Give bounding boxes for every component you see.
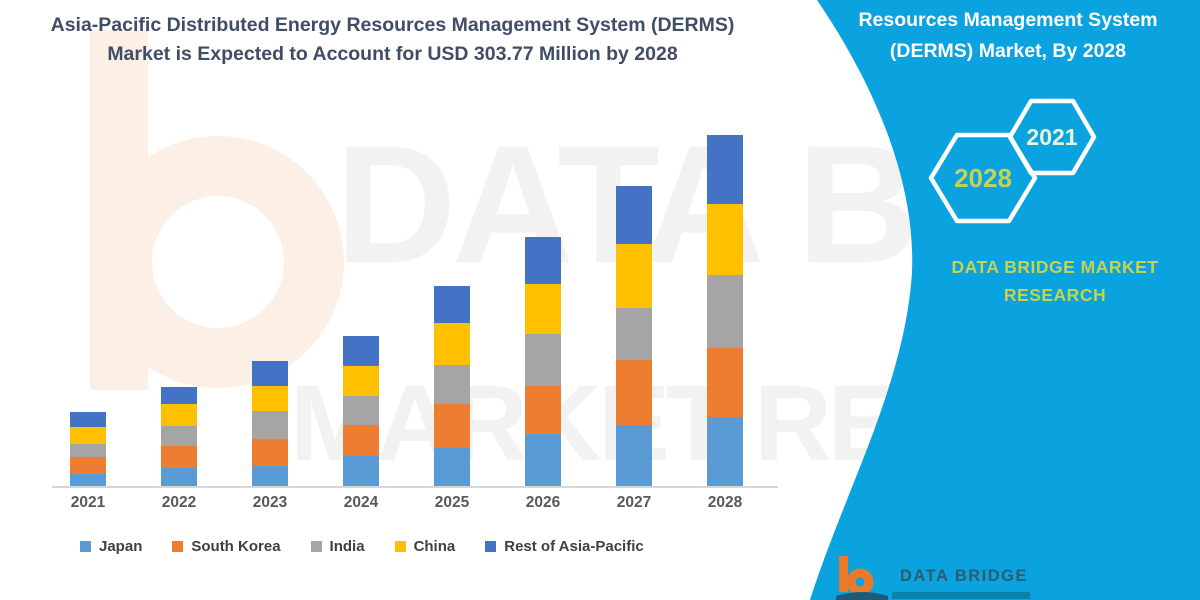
- bar-segment-india-2027: [616, 307, 652, 361]
- bar-segment-japan-2023: [252, 466, 288, 486]
- x-axis-label-2023: 2023: [252, 494, 288, 511]
- bar-segment-rest-of-asia-pacific-2025: [434, 286, 470, 323]
- bar-segment-japan-2028: [707, 417, 743, 486]
- stacked-bar-plot: 2021 2022 2023 2024 2025 2026 2027 2028: [52, 135, 778, 511]
- x-axis-line: [52, 486, 778, 488]
- legend-label-india: India: [329, 538, 365, 555]
- bar-segment-japan-2024: [343, 456, 379, 486]
- bar-segment-india-2025: [434, 365, 470, 405]
- legend-label-rest-of-asia-pacific: Rest of Asia-Pacific: [504, 538, 644, 555]
- bar-segment-rest-of-asia-pacific-2022: [161, 387, 197, 405]
- bar-segment-rest-of-asia-pacific-2026: [525, 237, 561, 285]
- bar-segment-south-korea-2024: [343, 425, 379, 456]
- bar-segment-china-2023: [252, 386, 288, 412]
- x-axis-label-2026: 2026: [525, 494, 561, 511]
- bar-segment-rest-of-asia-pacific-2021: [70, 411, 106, 427]
- bar-segment-south-korea-2021: [70, 457, 106, 474]
- chart-title: Asia-Pacific Distributed Energy Resource…: [0, 11, 785, 69]
- footer-logo: DATA BRIDGE: [836, 556, 1028, 600]
- side-panel-title-line2: Resources Management System: [858, 9, 1158, 31]
- legend-item-south-korea: South Korea: [172, 538, 281, 555]
- bar-segment-india-2023: [252, 411, 288, 440]
- footer-brand-text: DATA BRIDGE: [900, 567, 1029, 585]
- bar-segment-china-2027: [616, 244, 652, 308]
- side-panel-title-line3: (DERMS) Market, By 2028: [889, 40, 1127, 62]
- legend-item-japan: Japan: [80, 538, 142, 555]
- x-axis-label-2028: 2028: [707, 494, 743, 511]
- bar-segment-rest-of-asia-pacific-2028: [707, 135, 743, 204]
- bar-segment-china-2022: [161, 404, 197, 426]
- bar-segment-japan-2027: [616, 425, 652, 486]
- bar-segment-japan-2021: [70, 473, 106, 486]
- legend-label-japan: Japan: [99, 538, 143, 555]
- legend-item-rest-of-asia-pacific: Rest of Asia-Pacific: [485, 538, 644, 555]
- hexagon-2028: [928, 132, 1038, 224]
- bar-segment-china-2025: [434, 322, 470, 365]
- hexagon-badges: 2028 2021: [928, 98, 1097, 224]
- hexagon-2021-label: 2021: [1026, 124, 1077, 150]
- bar-segment-china-2024: [343, 365, 379, 396]
- bar-segment-south-korea-2028: [707, 347, 743, 417]
- bar-segment-india-2026: [525, 334, 561, 386]
- chart-title-line1: Asia-Pacific Distributed Energy Resource…: [50, 14, 735, 36]
- bar-segment-china-2028: [707, 203, 743, 275]
- legend-item-india: India: [310, 538, 365, 555]
- bar-segment-india-2022: [161, 426, 197, 446]
- bar-segment-japan-2026: [525, 434, 561, 486]
- panel-brand-line2: RESEARCH: [1003, 285, 1107, 305]
- side-panel-background: [810, 0, 1200, 600]
- x-axis-label-2027: 2027: [616, 494, 652, 511]
- x-axis-label-2025: 2025: [434, 494, 470, 511]
- bar-segment-south-korea-2023: [252, 439, 288, 466]
- side-panel-title: Asia-Pacific Distributed Energy Resource…: [828, 0, 1188, 67]
- legend-swatch-rest-of-asia-pacific: [485, 541, 497, 552]
- bar-segment-south-korea-2025: [434, 404, 470, 448]
- bar-segment-china-2021: [70, 427, 106, 444]
- x-axis-label-2024: 2024: [343, 494, 379, 511]
- chart-title-line2: Market is Expected to Account for USD 30…: [107, 43, 678, 65]
- legend-label-china: China: [413, 538, 456, 555]
- bar-segment-south-korea-2026: [525, 386, 561, 435]
- bar-segment-india-2028: [707, 275, 743, 348]
- panel-brand-text: DATA BRIDGE MARKET RESEARCH: [930, 253, 1180, 309]
- bar-segment-india-2021: [70, 443, 106, 457]
- legend-label-south-korea: South Korea: [191, 538, 281, 555]
- hexagon-2028-label: 2028: [954, 163, 1012, 193]
- panel-brand-line1: DATA BRIDGE MARKET: [951, 257, 1159, 277]
- x-axis-label-2022: 2022: [161, 494, 197, 511]
- watermark-b-bowl: [92, 136, 344, 388]
- legend-swatch-india: [310, 541, 322, 552]
- footer-b-icon: [836, 556, 888, 600]
- bar-segment-india-2024: [343, 396, 379, 425]
- bar-segment-rest-of-asia-pacific-2027: [616, 186, 652, 245]
- bar-segment-south-korea-2022: [161, 446, 197, 468]
- legend-swatch-china: [394, 541, 406, 552]
- hexagon-2021: [1007, 98, 1097, 176]
- legend-swatch-south-korea: [172, 541, 184, 552]
- bar-segment-rest-of-asia-pacific-2024: [343, 336, 379, 366]
- bar-segment-china-2026: [525, 284, 561, 335]
- legend-item-china: China: [394, 538, 456, 555]
- bar-segment-japan-2025: [434, 447, 470, 486]
- watermark-b-logo: [90, 30, 344, 390]
- bar-segment-rest-of-asia-pacific-2023: [252, 361, 288, 387]
- bar-segment-japan-2022: [161, 467, 197, 486]
- footer-underline-bar: [892, 592, 1030, 599]
- legend-swatch-japan: [80, 541, 91, 552]
- x-axis-label-2021: 2021: [70, 494, 106, 511]
- chart-legend: Japan South Korea India China Rest of Asia-P…: [80, 538, 644, 555]
- bar-segment-south-korea-2027: [616, 360, 652, 425]
